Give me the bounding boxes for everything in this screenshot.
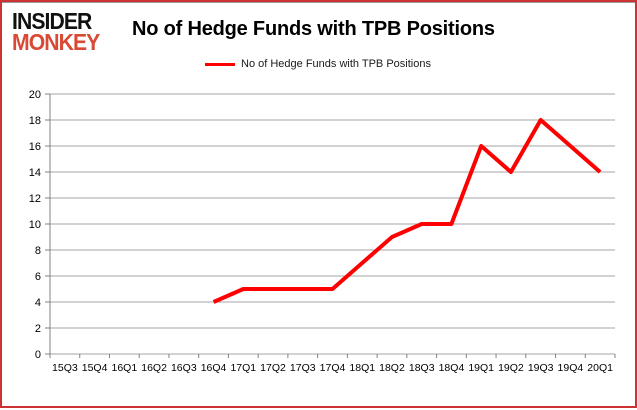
insider-monkey-logo: INSIDER MONKEY — [12, 8, 100, 56]
y-tick-label: 6 — [35, 271, 41, 283]
y-tick-label: 14 — [29, 167, 41, 179]
x-tick-label: 17Q4 — [320, 362, 346, 374]
logo-text-monkey: MONKEY — [12, 29, 100, 56]
legend-line-swatch — [205, 62, 235, 66]
gridlines — [50, 93, 615, 355]
y-tick-label: 12 — [29, 193, 41, 205]
x-tick-label: 18Q1 — [349, 362, 375, 374]
x-tick-label: 16Q3 — [171, 362, 197, 374]
axis-ticks — [45, 93, 616, 358]
x-tick-label: 19Q2 — [498, 362, 524, 374]
y-tick-label: 8 — [35, 245, 41, 257]
y-tick-label: 20 — [29, 89, 41, 101]
y-tick-label: 16 — [29, 141, 41, 153]
x-tick-label: 19Q1 — [468, 362, 494, 374]
x-tick-label: 15Q3 — [52, 362, 78, 374]
x-tick-label: 18Q3 — [409, 362, 435, 374]
y-tick-label: 10 — [29, 219, 41, 231]
x-tick-label: 15Q4 — [82, 362, 108, 374]
x-tick-label: 17Q2 — [260, 362, 286, 374]
x-tick-label: 18Q4 — [439, 362, 465, 374]
y-tick-label: 2 — [35, 323, 41, 335]
x-tick-label: 18Q2 — [379, 362, 405, 374]
y-tick-label: 0 — [35, 349, 41, 361]
x-axis-labels: 15Q3 15Q4 16Q1 16Q2 16Q3 16Q4 17Q1 17Q2 17Q3 17Q4… — [52, 362, 613, 374]
x-tick-label: 20Q1 — [587, 362, 613, 374]
x-tick-label: 16Q1 — [111, 362, 137, 374]
x-tick-label: 17Q1 — [230, 362, 256, 374]
x-tick-label: 16Q2 — [141, 362, 167, 374]
x-tick-label: 16Q4 — [201, 362, 227, 374]
series-line — [212, 118, 602, 304]
top-border-rule — [2, 2, 635, 3]
x-tick-label: 17Q3 — [290, 362, 316, 374]
chart-title: No of Hedge Funds with TPB Positions — [132, 18, 495, 40]
legend-label: No of Hedge Funds with TPB Positions — [241, 58, 431, 70]
x-tick-label: 19Q4 — [558, 362, 584, 374]
y-axis-labels: 0 2 4 6 8 10 12 14 16 18 20 — [29, 89, 41, 361]
x-tick-label: 19Q3 — [528, 362, 554, 374]
chart-legend: No of Hedge Funds with TPB Positions — [205, 58, 431, 70]
logo-text-insider: INSIDER — [12, 8, 92, 34]
y-tick-label: 18 — [29, 115, 41, 127]
y-tick-label: 4 — [35, 297, 41, 309]
